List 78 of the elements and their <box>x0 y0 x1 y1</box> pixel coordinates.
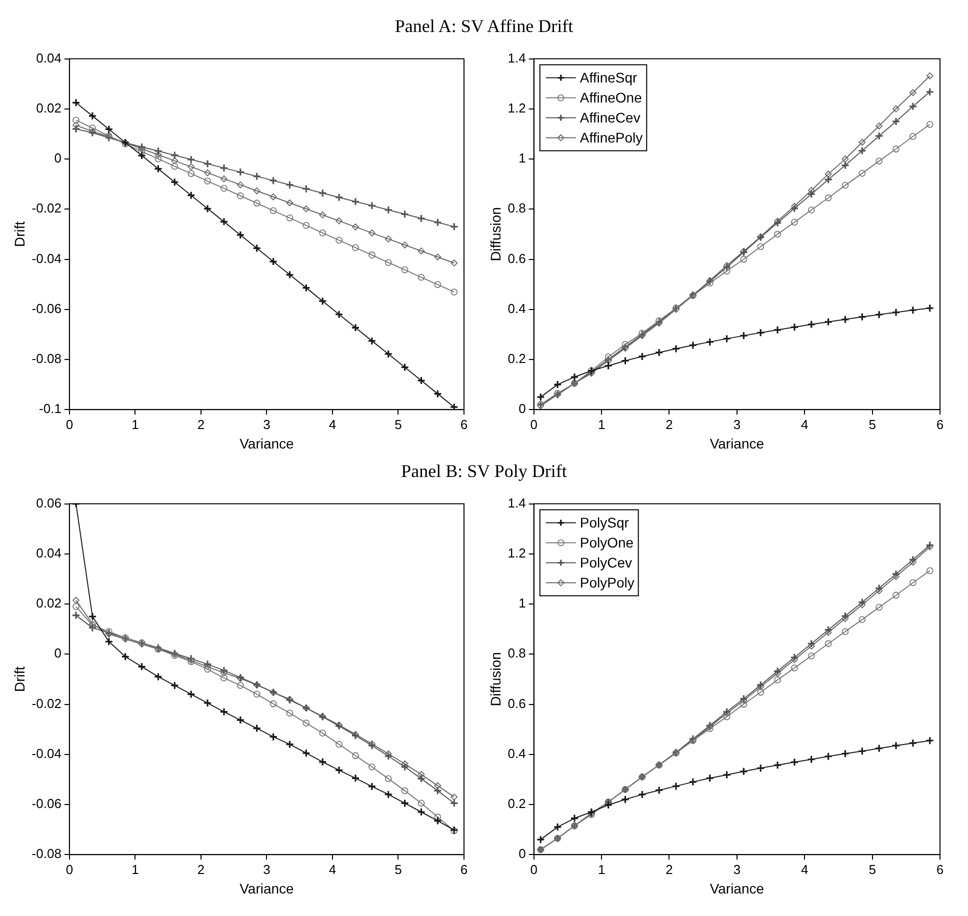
x-tick-label: 6 <box>936 862 944 877</box>
y-tick-label: -0.04 <box>32 250 62 266</box>
legend-label: AffineCev <box>580 110 640 126</box>
y-tick-label: 0.02 <box>36 596 62 611</box>
chart-title: Panel A: SV Affine Drift <box>394 16 574 37</box>
x-tick-label: 0 <box>530 416 538 432</box>
x-tick-label: 4 <box>801 862 808 877</box>
x-axis-title: Variance <box>240 880 294 896</box>
x-tick-label: 6 <box>460 416 468 432</box>
y-tick-label: 0.04 <box>36 545 62 560</box>
legend-label: PolySqr <box>580 514 630 531</box>
y-tick-label: -0.04 <box>32 746 62 761</box>
x-tick-label: 3 <box>263 416 270 432</box>
y-axis-title: Drift <box>11 666 28 692</box>
x-tick-label: 4 <box>328 416 336 432</box>
x-tick-label: 2 <box>666 416 673 432</box>
y-tick-label: 0.4 <box>508 746 526 761</box>
y-tick-label: 0 <box>518 401 526 416</box>
legend-label: AffinePoly <box>580 130 643 146</box>
x-tick-label: 1 <box>598 416 606 432</box>
y-tick-label: 0.04 <box>36 50 62 66</box>
y-tick-label: -0.02 <box>32 696 62 711</box>
y-tick-label: 0.06 <box>36 495 62 510</box>
x-tick-label: 4 <box>801 416 808 432</box>
legend-label: PolyPoly <box>580 574 634 591</box>
y-axis-title: Drift <box>11 221 28 248</box>
legend-label: AffineOne <box>580 90 642 106</box>
y-tick-label: 0 <box>54 646 62 661</box>
x-tick-label: 1 <box>132 862 139 877</box>
x-tick-label: 1 <box>598 862 606 877</box>
y-tick-label: -0.06 <box>32 300 62 316</box>
x-tick-label: 5 <box>868 416 876 432</box>
legend-label: AffineSqr <box>580 70 638 86</box>
x-tick-label: 5 <box>394 862 402 877</box>
chart-title: Panel B: SV Poly Drift <box>400 461 568 482</box>
x-tick-label: 3 <box>733 416 741 432</box>
y-tick-label: 0 <box>54 150 62 166</box>
y-tick-label: 0.2 <box>508 351 526 366</box>
y-axis-title: Diffusion <box>487 207 504 262</box>
x-tick-label: 5 <box>868 862 876 877</box>
y-tick-label: -0.02 <box>32 200 62 216</box>
y-tick-label: 0.8 <box>508 646 526 661</box>
x-tick-label: 4 <box>328 862 336 877</box>
y-tick-label: -0.08 <box>32 351 62 366</box>
y-tick-label: -0.1 <box>39 401 62 416</box>
y-tick-label: 0.8 <box>508 200 526 216</box>
x-axis-title: Variance <box>710 435 764 452</box>
x-tick-label: 5 <box>394 416 402 432</box>
y-tick-label: 0 <box>518 846 526 862</box>
x-tick-label: 0 <box>66 416 74 432</box>
y-tick-label: 1 <box>518 596 526 611</box>
x-tick-label: 2 <box>197 862 205 877</box>
x-axis-title: Variance <box>240 435 294 452</box>
x-tick-label: 3 <box>263 862 270 877</box>
y-tick-label: -0.08 <box>32 846 62 862</box>
x-tick-label: 3 <box>733 862 741 877</box>
legend-label: PolyOne <box>580 534 634 551</box>
x-tick-label: 6 <box>460 862 468 877</box>
y-tick-label: 1.2 <box>508 545 526 560</box>
legend-label: PolyCev <box>580 554 632 571</box>
y-tick-label: 0.4 <box>508 300 526 316</box>
y-axis-title: Diffusion <box>487 652 504 706</box>
y-tick-label: 0.6 <box>508 696 526 711</box>
x-axis-title: Variance <box>710 880 764 896</box>
y-tick-label: 1.4 <box>508 50 526 66</box>
y-tick-label: 1 <box>518 150 526 166</box>
y-tick-label: 0.6 <box>508 250 526 266</box>
x-tick-label: 1 <box>132 416 139 432</box>
x-tick-label: 0 <box>66 862 74 877</box>
x-tick-label: 2 <box>197 416 205 432</box>
y-tick-label: -0.06 <box>32 796 62 812</box>
x-tick-label: 6 <box>936 416 944 432</box>
y-tick-label: 0.02 <box>36 100 62 116</box>
y-tick-label: 0.2 <box>508 796 526 812</box>
y-tick-label: 1.4 <box>508 495 526 510</box>
x-tick-label: 2 <box>666 862 673 877</box>
x-tick-label: 0 <box>530 862 538 877</box>
y-tick-label: 1.2 <box>508 100 526 116</box>
